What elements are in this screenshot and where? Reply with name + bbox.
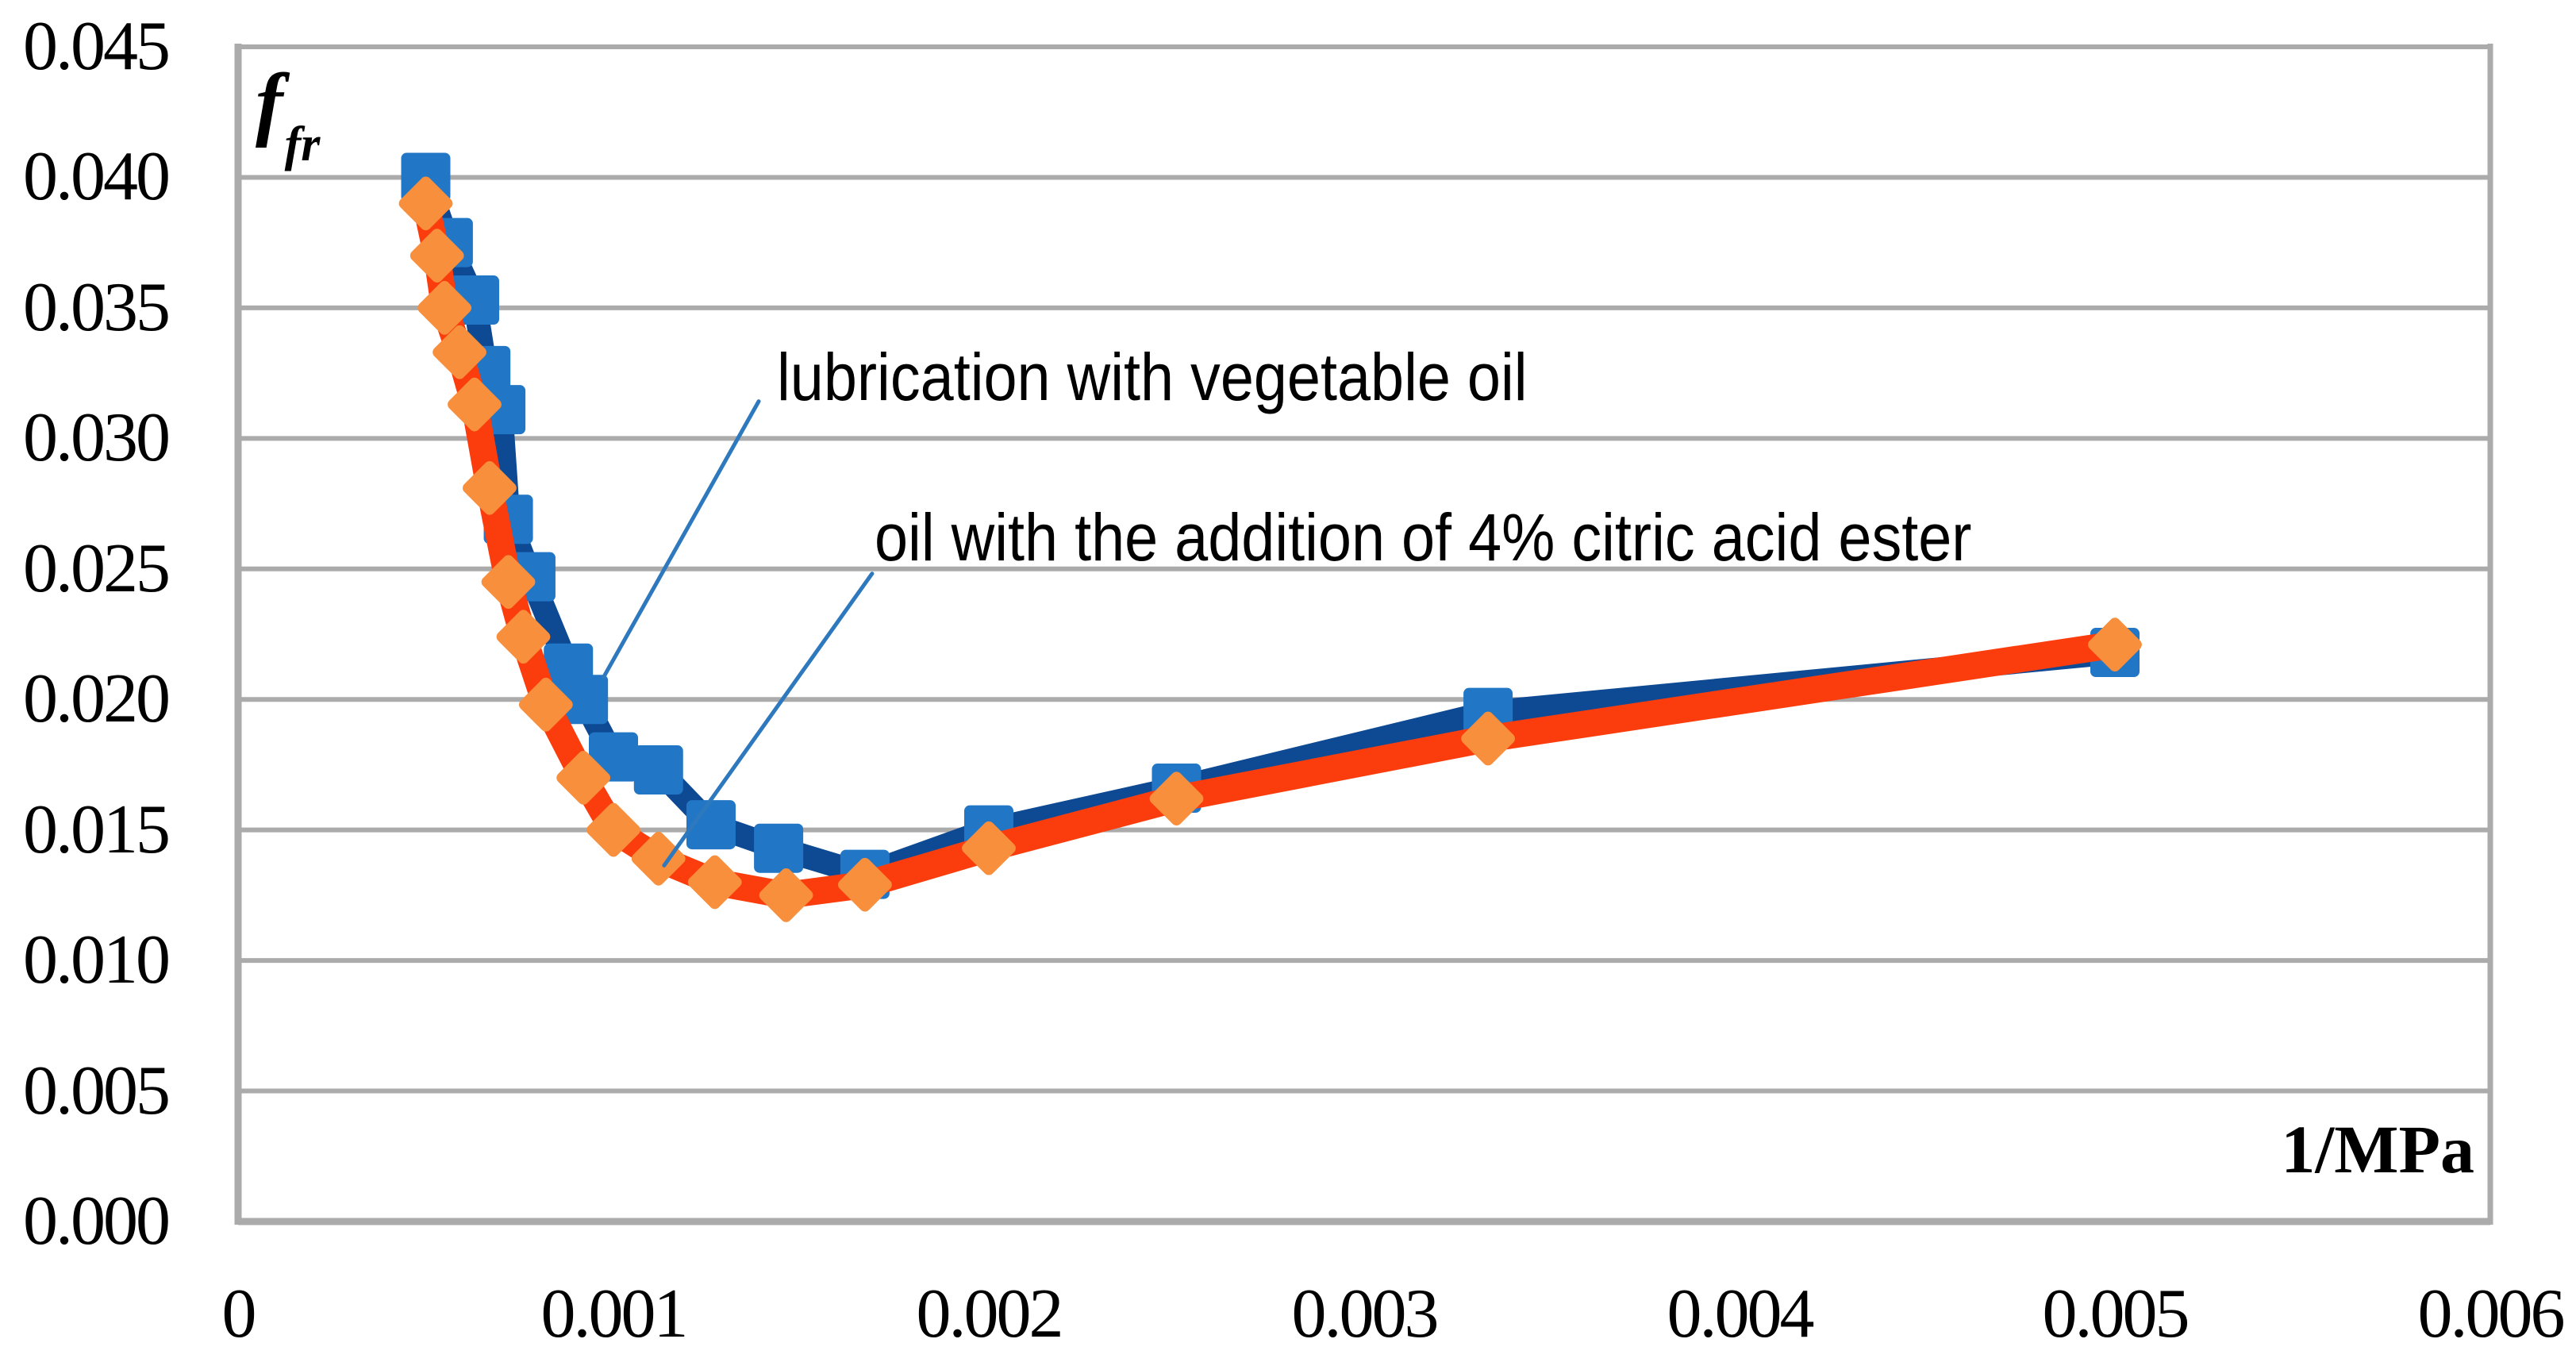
series2-marker-diamond bbox=[409, 229, 464, 283]
y-tick-label-0.005: 0.005 bbox=[23, 1052, 171, 1129]
x-tick-label-0.005: 0.005 bbox=[2042, 1275, 2190, 1352]
series2-marker-diamond bbox=[759, 868, 813, 922]
series2-marker-diamond bbox=[838, 857, 892, 912]
y-tick-label-0.040: 0.040 bbox=[23, 138, 171, 216]
series1-marker-square bbox=[754, 823, 804, 873]
series2-marker-diamond bbox=[433, 325, 486, 379]
series2-marker-diamond bbox=[398, 176, 453, 231]
series2-marker-diamond bbox=[417, 281, 472, 335]
series2-marker-diamond bbox=[463, 460, 517, 515]
y-tick-label-0.035: 0.035 bbox=[23, 268, 171, 346]
y-axis-title: ffr bbox=[256, 56, 320, 173]
series2-marker-diamond bbox=[631, 831, 686, 886]
series2-marker-diamond bbox=[586, 802, 640, 857]
y-tick-label-0.020: 0.020 bbox=[23, 660, 171, 738]
y-tick-label-0.030: 0.030 bbox=[23, 399, 171, 477]
series1-marker-square bbox=[633, 745, 683, 795]
series2-marker-diamond bbox=[481, 555, 536, 610]
series2-marker-diamond bbox=[556, 751, 611, 805]
x-tick-label-0.001: 0.001 bbox=[540, 1275, 689, 1352]
y-tick-label-0.000: 0.000 bbox=[23, 1183, 171, 1260]
series2-marker-diamond bbox=[962, 821, 1016, 875]
y-tick-label-0.025: 0.025 bbox=[23, 529, 171, 607]
series1-marker-square bbox=[559, 675, 609, 725]
y-tick-label-0.010: 0.010 bbox=[23, 921, 171, 999]
series2-marker-diamond bbox=[2088, 618, 2142, 672]
x-tick-label-0.002: 0.002 bbox=[916, 1275, 1064, 1352]
annotation-citric-acid-ester: oil with the addition of 4% citric acid … bbox=[874, 499, 1972, 575]
x-tick-label-0.006: 0.006 bbox=[2417, 1275, 2566, 1352]
x-tick-label-0.003: 0.003 bbox=[1291, 1275, 1440, 1352]
series2-marker-diamond bbox=[1149, 771, 1204, 826]
y-axis-title-symbol: f bbox=[256, 57, 283, 148]
x-tick-label-0.004: 0.004 bbox=[1667, 1275, 1815, 1352]
y-axis-title-subscript: fr bbox=[284, 117, 321, 171]
series2-marker-diamond bbox=[448, 377, 502, 432]
series2-marker-diamond bbox=[687, 855, 742, 910]
y-tick-label-0.015: 0.015 bbox=[23, 791, 171, 868]
annotation-leader-line-1 bbox=[662, 571, 875, 868]
annotation-leader-line-0 bbox=[602, 399, 761, 679]
annotation-vegetable-oil: lubrication with vegetable oil bbox=[776, 339, 1528, 414]
y-tick-label-0.045: 0.045 bbox=[23, 8, 171, 85]
series2-marker-diamond bbox=[518, 677, 573, 732]
series2-marker-diamond bbox=[496, 610, 551, 664]
x-axis-title: 1/MPa bbox=[2281, 1111, 2474, 1187]
series2-marker-diamond bbox=[1461, 711, 1515, 766]
x-tick-label-0: 0 bbox=[221, 1275, 257, 1352]
series1-marker-square bbox=[686, 800, 736, 850]
